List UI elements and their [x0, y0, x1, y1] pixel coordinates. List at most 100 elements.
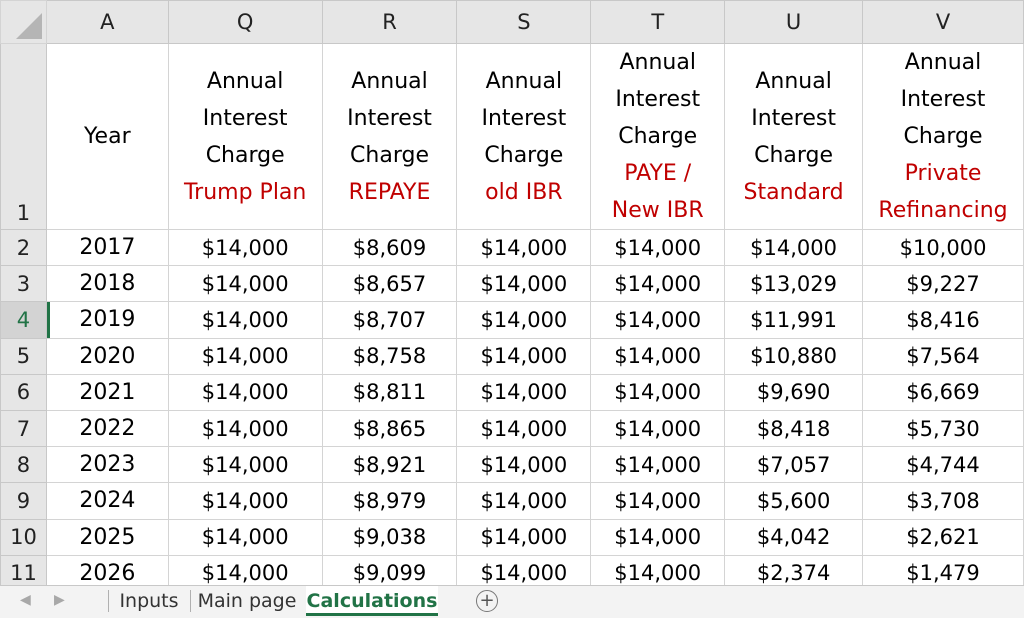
year-cell[interactable]: 2025 — [45, 518, 169, 556]
cell-v[interactable]: $6,669 — [862, 373, 1024, 411]
select-all-button[interactable] — [0, 0, 47, 44]
year-cell[interactable]: 2023 — [45, 446, 169, 484]
cell-t[interactable]: $14,000 — [590, 482, 726, 520]
cell-t[interactable]: $14,000 — [590, 554, 726, 585]
row-header[interactable]: 10 — [0, 518, 47, 556]
row-header[interactable]: 9 — [0, 482, 47, 520]
year-cell[interactable]: 2019 — [45, 301, 169, 339]
cell-q[interactable]: $14,000 — [167, 554, 323, 585]
cell-r[interactable]: $8,657 — [321, 265, 458, 303]
cell-u[interactable]: $4,042 — [724, 518, 864, 556]
cell-q[interactable]: $14,000 — [167, 373, 323, 411]
cell-t[interactable]: $14,000 — [590, 265, 726, 303]
cell-u[interactable]: $9,690 — [724, 373, 864, 411]
column-header-u[interactable]: U — [724, 0, 864, 44]
cell-t[interactable]: $14,000 — [590, 518, 726, 556]
cell-u[interactable]: $11,991 — [724, 301, 864, 339]
cell-s[interactable]: $14,000 — [456, 265, 592, 303]
cell-u[interactable]: $2,374 — [724, 554, 864, 585]
cell-v[interactable]: $3,708 — [862, 482, 1024, 520]
cell-s[interactable]: $14,000 — [456, 518, 592, 556]
cell-v[interactable]: $9,227 — [862, 265, 1024, 303]
cell-v[interactable]: $5,730 — [862, 409, 1024, 448]
cell-t[interactable]: $14,000 — [590, 446, 726, 484]
cell-q[interactable]: $14,000 — [167, 482, 323, 520]
cell-v[interactable]: $4,744 — [862, 446, 1024, 484]
cell-u[interactable]: $10,880 — [724, 337, 864, 375]
cell-q[interactable]: $14,000 — [167, 446, 323, 484]
cell-t[interactable]: $14,000 — [590, 337, 726, 375]
tab-calculations[interactable]: Calculations — [306, 586, 438, 616]
header-cell-t[interactable]: Annual Interest Charge PAYE / New IBR — [590, 43, 726, 230]
tab-main-page[interactable]: Main page — [197, 590, 297, 612]
year-cell[interactable]: 2017 — [45, 228, 169, 267]
cell-v[interactable]: $7,564 — [862, 337, 1024, 375]
column-header-s[interactable]: S — [456, 0, 592, 44]
cell-r[interactable]: $8,707 — [321, 301, 458, 339]
scroll-tabs-left-icon[interactable]: ◀ — [20, 592, 31, 608]
cell-r[interactable]: $8,865 — [321, 409, 458, 448]
cell-r[interactable]: $8,921 — [321, 446, 458, 484]
row-header[interactable]: 11 — [0, 554, 47, 585]
header-cell-r[interactable]: Annual Interest Charge REPAYE — [321, 43, 458, 230]
cell-r[interactable]: $8,609 — [321, 228, 458, 267]
year-cell[interactable]: 2022 — [45, 409, 169, 448]
scroll-tabs-right-icon[interactable]: ▶ — [54, 592, 65, 608]
cell-t[interactable]: $14,000 — [590, 301, 726, 339]
row-header[interactable]: 7 — [0, 409, 47, 448]
column-header-v[interactable]: V — [862, 0, 1024, 44]
row-header[interactable]: 8 — [0, 446, 47, 484]
cell-s[interactable]: $14,000 — [456, 373, 592, 411]
cell-v[interactable]: $8,416 — [862, 301, 1024, 339]
cell-r[interactable]: $8,979 — [321, 482, 458, 520]
row-header[interactable]: 3 — [0, 265, 47, 303]
tab-inputs[interactable]: Inputs — [119, 590, 179, 612]
year-cell[interactable]: 2020 — [45, 337, 169, 375]
cell-q[interactable]: $14,000 — [167, 228, 323, 267]
row-header[interactable]: 5 — [0, 337, 47, 375]
cell-t[interactable]: $14,000 — [590, 409, 726, 448]
row-header[interactable]: 2 — [0, 228, 47, 267]
row-header-1[interactable]: 1 — [0, 43, 47, 230]
header-cell-s[interactable]: Annual Interest Charge old IBR — [456, 43, 592, 230]
cell-s[interactable]: $14,000 — [456, 228, 592, 267]
cell-q[interactable]: $14,000 — [167, 301, 323, 339]
row-header[interactable]: 6 — [0, 373, 47, 411]
column-header-t[interactable]: T — [590, 0, 726, 44]
row-header[interactable]: 4 — [0, 301, 47, 339]
cell-s[interactable]: $14,000 — [456, 409, 592, 448]
cell-s[interactable]: $14,000 — [456, 337, 592, 375]
year-cell[interactable]: 2024 — [45, 482, 169, 520]
cell-q[interactable]: $14,000 — [167, 409, 323, 448]
cell-r[interactable]: $9,099 — [321, 554, 458, 585]
cell-v[interactable]: $10,000 — [862, 228, 1024, 267]
cell-t[interactable]: $14,000 — [590, 228, 726, 267]
cell-u[interactable]: $7,057 — [724, 446, 864, 484]
cell-r[interactable]: $8,811 — [321, 373, 458, 411]
cell-u[interactable]: $14,000 — [724, 228, 864, 267]
header-cell-q[interactable]: Annual Interest Charge Trump Plan — [167, 43, 323, 230]
column-header-q[interactable]: Q — [167, 0, 323, 44]
year-header-cell[interactable]: Year — [45, 43, 169, 230]
cell-r[interactable]: $8,758 — [321, 337, 458, 375]
cell-s[interactable]: $14,000 — [456, 482, 592, 520]
year-cell[interactable]: 2021 — [45, 373, 169, 411]
cell-r[interactable]: $9,038 — [321, 518, 458, 556]
cell-s[interactable]: $14,000 — [456, 554, 592, 585]
header-cell-u[interactable]: Annual Interest Charge Standard — [724, 43, 864, 230]
cell-u[interactable]: $8,418 — [724, 409, 864, 448]
year-cell[interactable]: 2026 — [45, 554, 169, 585]
cell-s[interactable]: $14,000 — [456, 446, 592, 484]
plus-circle-icon[interactable]: + — [476, 590, 498, 612]
column-header-r[interactable]: R — [321, 0, 458, 44]
cell-u[interactable]: $13,029 — [724, 265, 864, 303]
cell-q[interactable]: $14,000 — [167, 337, 323, 375]
spreadsheet-grid[interactable]: A Q R S T U V 1 Year Annual Interest Charg… — [0, 0, 1024, 585]
cell-q[interactable]: $14,000 — [167, 265, 323, 303]
column-header-a[interactable]: A — [45, 0, 169, 44]
cell-q[interactable]: $14,000 — [167, 518, 323, 556]
cell-v[interactable]: $2,621 — [862, 518, 1024, 556]
cell-v[interactable]: $1,479 — [862, 554, 1024, 585]
cell-u[interactable]: $5,600 — [724, 482, 864, 520]
cell-s[interactable]: $14,000 — [456, 301, 592, 339]
